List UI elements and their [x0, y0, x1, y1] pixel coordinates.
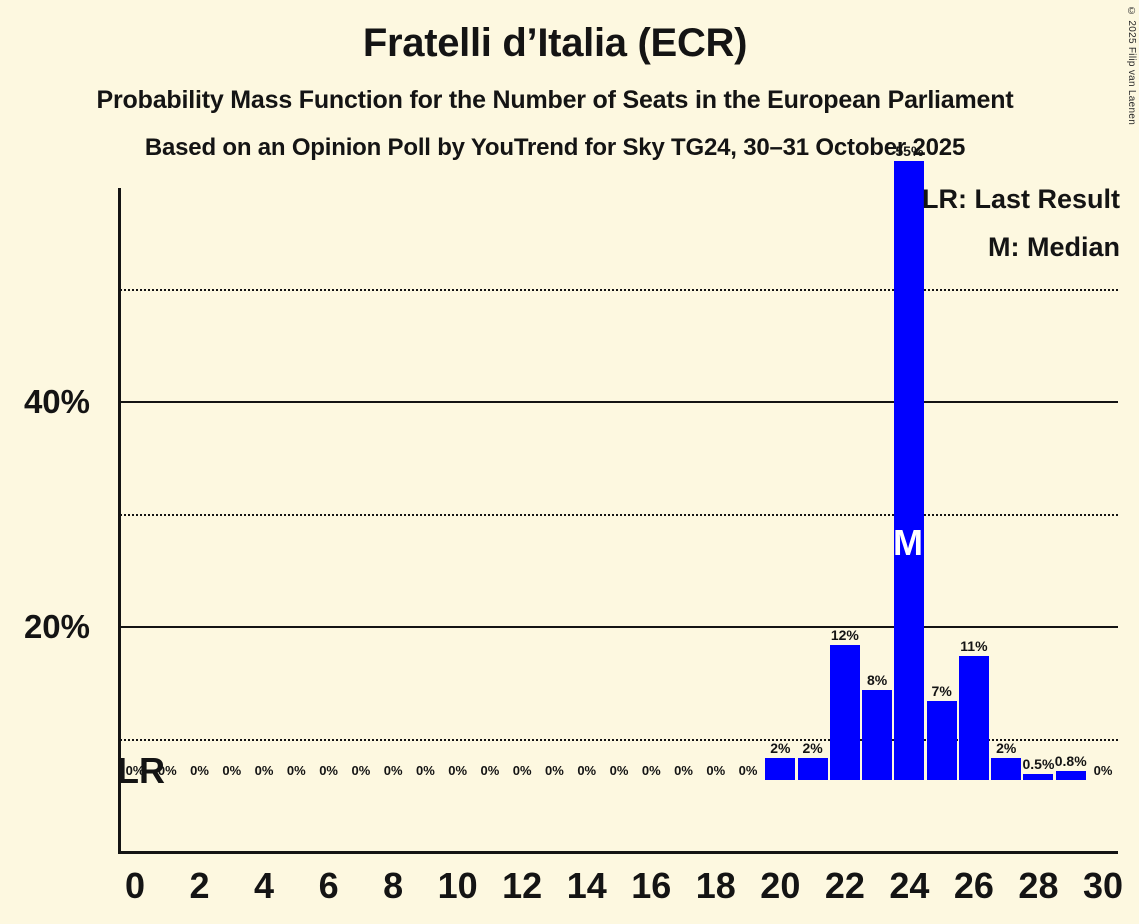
bar-value-label-3: 0% — [222, 763, 242, 778]
gridline-50pct — [120, 288, 1118, 291]
chart-source-line: Based on an Opinion Poll by YouTrend for… — [144, 134, 966, 161]
x-tick-label-12: 12 — [502, 865, 543, 906]
copyright-notice: © 2025 Filip van Laenen — [1126, 6, 1137, 126]
gridline-40pct — [120, 401, 1118, 403]
last-result-marker: LR — [117, 750, 165, 791]
bar-22: 12% — [829, 628, 860, 780]
bar-value-label-29: 0.8% — [1054, 753, 1087, 769]
bar-rect-22 — [829, 645, 860, 780]
gridline-20pct — [120, 626, 1118, 628]
bar-value-label-23: 8% — [867, 672, 888, 688]
chart-subtitle: Probability Mass Function for the Number… — [96, 86, 1014, 114]
bar-rect-21 — [797, 757, 828, 780]
bar-value-label-0: 0% — [125, 763, 145, 778]
bar-value-label-30: 0% — [1093, 763, 1113, 778]
bar-value-label-4: 0% — [254, 763, 274, 778]
bar-rect-28 — [1023, 774, 1054, 780]
x-axis-line — [118, 851, 1118, 854]
x-tick-label-30: 30 — [1082, 865, 1124, 906]
bar-rect-26 — [958, 656, 989, 780]
median-marker: M — [893, 522, 923, 563]
bars-group: 0% 0% 0% 0% 0% 0% 0% 0% 0% 0% 0% 0% 0% 0% 0% 0% 0% 0% 0% 0%… — [125, 144, 1113, 780]
x-tick-label-18: 18 — [695, 865, 736, 906]
bar-rect-27 — [991, 757, 1022, 780]
legend-last-result: LR: Last Result — [921, 184, 1120, 214]
x-tick-label-0: 0 — [124, 865, 146, 906]
bar-value-label-5: 0% — [286, 763, 306, 778]
x-tick-label-6: 6 — [318, 865, 339, 906]
bar-rect-20 — [765, 757, 796, 780]
bar-20: 2% — [765, 741, 796, 780]
bar-value-label-27: 2% — [996, 739, 1017, 756]
x-tick-label-26: 26 — [953, 865, 994, 906]
bar-value-label-14: 0% — [577, 763, 597, 778]
bar-value-label-28: 0.5% — [1022, 756, 1055, 773]
x-tick-label-20: 20 — [760, 865, 801, 906]
bar-value-label-19: 0% — [738, 763, 758, 778]
bar-value-label-8: 0% — [383, 763, 403, 778]
x-tick-label-14: 14 — [566, 865, 607, 906]
bar-25: 7% — [926, 684, 957, 780]
y-tick-label-40: 40% — [23, 383, 90, 420]
bar-21: 2% — [797, 741, 828, 780]
x-tick-label-24: 24 — [889, 865, 930, 906]
page-title: Fratelli d’Italia (ECR) — [362, 21, 748, 65]
y-axis-line — [118, 188, 121, 854]
bar-value-label-1: 0% — [157, 763, 177, 778]
bar-value-label-10: 0% — [448, 763, 468, 778]
bar-value-label-24: 55% — [895, 143, 924, 160]
legend-median: M: Median — [988, 232, 1120, 262]
bar-rect-23 — [862, 690, 893, 780]
bar-value-label-15: 0% — [609, 763, 629, 778]
bar-23: 8% — [862, 673, 893, 780]
bar-value-label-20: 2% — [770, 739, 791, 756]
x-tick-label-16: 16 — [631, 865, 672, 906]
bar-value-label-17: 0% — [674, 763, 693, 778]
bar-value-label-21: 2% — [802, 739, 823, 756]
bar-26: 11% — [958, 639, 989, 780]
x-tick-label-28: 28 — [1018, 865, 1059, 906]
bar-value-label-16: 0% — [641, 763, 661, 778]
x-tick-label-8: 8 — [383, 865, 404, 906]
bar-rect-24 — [894, 161, 925, 780]
bar-value-label-7: 0% — [351, 763, 371, 778]
bar-rect-25 — [926, 701, 957, 780]
bar-value-label-18: 0% — [706, 763, 726, 778]
x-tick-label-4: 4 — [254, 865, 275, 906]
bar-27: 2% — [991, 741, 1022, 780]
x-tick-label-22: 22 — [824, 865, 865, 906]
bar-value-label-25: 7% — [931, 683, 952, 700]
gridline-10pct — [120, 738, 1118, 741]
gridline-30pct — [120, 513, 1118, 516]
bar-28: 0.5% — [1022, 757, 1054, 780]
bar-rect-29 — [1055, 771, 1086, 780]
chart-header: Fratelli d’Italia (ECR) Probability Mass… — [0, 0, 1110, 160]
x-tick-label-2: 2 — [189, 865, 210, 906]
bar-value-label-26: 11% — [960, 638, 988, 655]
y-tick-label-20: 20% — [23, 608, 90, 645]
bar-value-label-9: 0% — [415, 763, 435, 778]
bar-24: 55% — [894, 144, 925, 780]
bar-value-label-6: 0% — [319, 763, 338, 778]
bar-value-label-13: 0% — [545, 763, 564, 778]
x-tick-label-10: 10 — [437, 865, 478, 906]
bar-value-label-22: 12% — [830, 627, 859, 643]
bar-29: 0.8% — [1055, 754, 1087, 780]
bar-value-label-2: 0% — [190, 763, 209, 778]
bar-value-label-11: 0% — [480, 763, 500, 778]
bar-value-label-12: 0% — [512, 763, 532, 778]
